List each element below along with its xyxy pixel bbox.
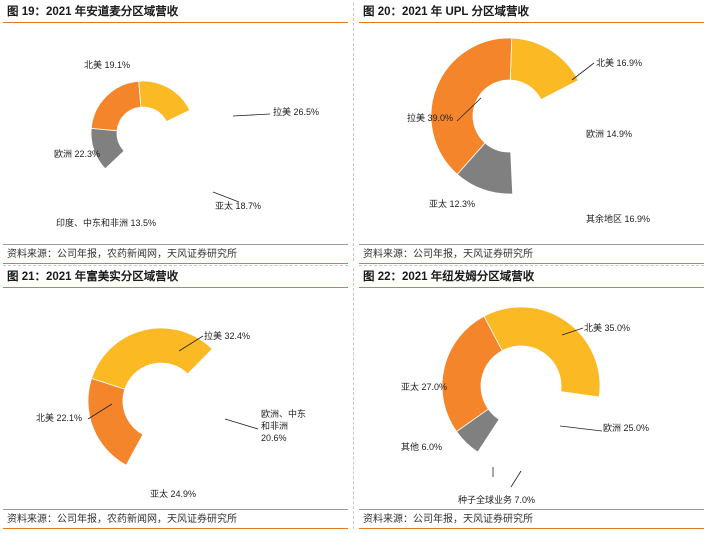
data-label-欧洲: 欧洲 14.9% [586,128,632,139]
data-label-欧洲: 欧洲 22.3% [54,148,100,159]
data-label-亚太: 亚太 12.3% [429,198,475,209]
data-label-种子全球业务: 种子全球业务 7.0% [458,494,535,505]
data-label-亚太: 亚太 27.0% [401,381,447,392]
leader-line [232,113,271,117]
leader-line [87,403,113,420]
source-note: 资料来源：公司年报，天风证券研究所 [359,509,704,529]
chart-panel-upl: 图 20：2021 年 UPL 分区域营收 北美 16.9% 欧洲 14.9% 其余… [359,3,704,264]
panel-title: 图 21：2021 年富美实分区域营收 [3,268,348,288]
slice-北美 [87,377,144,466]
data-label-拉美: 拉美 32.4% [204,330,250,341]
source-note: 资料来源：公司年报，农药新闻网，天风证券研究所 [3,244,348,264]
panel-title: 图 19：2021 年安道麦分区域营收 [3,3,348,23]
data-label-其他: 其他 6.0% [401,441,442,452]
data-label-欧洲、中东和非洲: 欧洲、中东和非洲 20.6% [261,408,306,443]
slice-亚太 [441,315,503,433]
slice-拉美 [430,37,513,175]
data-label-北美: 北美 35.0% [584,322,630,333]
data-label-亚太: 亚太 18.7% [215,200,261,211]
leader-line [212,191,240,203]
leader-line [559,425,603,432]
leader-line [510,470,522,488]
leader-line [456,97,482,122]
data-label-拉美: 拉美 26.5% [273,106,319,117]
data-label-北美: 北美 22.1% [36,412,82,423]
slice-北美 [138,80,191,123]
data-label-北美: 北美 19.1% [84,59,130,70]
source-note: 资料来源：公司年报，农药新闻网，天风证券研究所 [3,509,348,529]
leader-line [561,327,584,336]
data-label-印度、中东和非洲: 印度、中东和非洲 13.5% [56,217,156,228]
horizontal-divider [359,265,704,266]
source-note: 资料来源：公司年报，天风证券研究所 [359,244,704,264]
data-label-拉美: 拉美 39.0% [407,112,453,123]
donut-chart: 北美 35.0% 欧洲 25.0% 种子全球业务 7.0% 其他 6.0% 亚太 27.… [401,306,649,505]
donut-chart: 拉美 32.4% 欧洲、中东和非洲 20.6% 亚太 24.9% 北美 22.1% [36,327,306,499]
panel-title: 图 20：2021 年 UPL 分区域营收 [359,3,704,23]
donut-chart: 拉美 26.5% 亚太 18.7% 印度、中东和非洲 13.5% 欧洲 22.3% 北美… [54,59,319,228]
slice-北美 [509,37,579,101]
leader-line [571,62,595,81]
data-label-欧洲: 欧洲 25.0% [603,422,649,433]
data-label-北美: 北美 16.9% [596,57,642,68]
data-label-其余地区: 其余地区 16.9% [586,213,650,224]
horizontal-divider [3,265,348,266]
chart-panel-adama: 图 19：2021 年安道麦分区域营收 拉美 26.5% 亚太 18.7% 印度、中… [3,3,348,264]
vertical-divider [353,268,354,529]
donut-chart: 北美 16.9% 欧洲 14.9% 其余地区 16.9% 亚太 12.3% 拉美 39.… [407,37,650,224]
slice-欧洲 [90,80,142,132]
chart-panel-fmc: 图 21：2021 年富美实分区域营收 拉美 32.4% 欧洲、中东和非洲 20.6… [3,268,348,529]
slice-拉美 [91,327,213,390]
leader-line [224,418,259,430]
chart-panel-nufarm: 图 22：2021 年纽发姆分区域营收 北美 35.0% 欧洲 25.0% 种子全球… [359,268,704,529]
vertical-divider [353,3,354,261]
slice-北美 [483,306,601,398]
leader-line [178,335,204,352]
data-label-亚太: 亚太 24.9% [150,488,196,499]
panel-title: 图 22：2021 年纽发姆分区域营收 [359,268,704,288]
